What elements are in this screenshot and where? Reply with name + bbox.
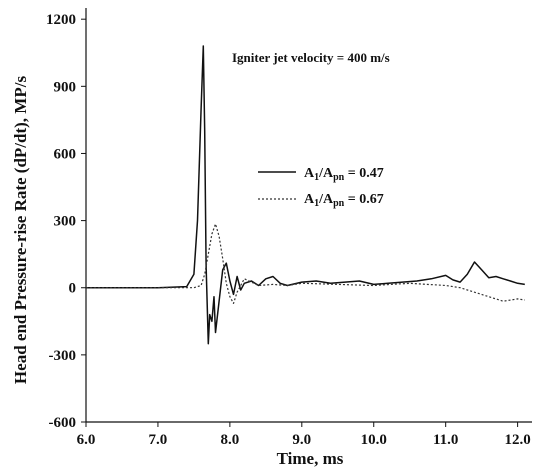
y-ticks: 1200 900 600 300 0 -300 -600	[46, 12, 86, 431]
series-layer	[86, 45, 525, 345]
y-tick-label: 0	[69, 281, 77, 297]
legend: A1/Apn = 0.47 A1/Apn = 0.67	[258, 166, 384, 209]
x-tick-label: 10.0	[361, 432, 387, 448]
legend-label-1: A1/Apn = 0.67	[304, 192, 384, 209]
y-axis-title: Head end Pressure-rise Rate (dP/dt), MP/…	[11, 76, 30, 385]
x-tick-label: 8.0	[220, 432, 239, 448]
x-tick-label: 6.0	[77, 432, 96, 448]
x-tick-label: 7.0	[149, 432, 168, 448]
x-tick-label: 12.0	[504, 432, 530, 448]
y-tick-label: 1200	[46, 12, 76, 28]
axes	[85, 8, 532, 423]
x-axis-title: Time, ms	[277, 449, 344, 468]
x-ticks: 6.0 7.0 8.0 9.0 10.0 11.0 12.0	[77, 422, 531, 448]
x-tick-label: 9.0	[292, 432, 311, 448]
y-tick-label: -300	[49, 348, 77, 364]
y-tick-label: -600	[49, 415, 77, 431]
legend-label-0: A1/Apn = 0.47	[304, 166, 384, 183]
y-tick-label: 600	[54, 146, 77, 162]
x-tick-label: 11.0	[433, 432, 458, 448]
chart-annotation: Igniter jet velocity = 400 m/s	[232, 50, 390, 65]
y-tick-label: 300	[54, 214, 77, 230]
y-tick-label: 900	[54, 79, 77, 95]
series-line-0	[86, 45, 525, 345]
series-line-1	[86, 223, 525, 304]
